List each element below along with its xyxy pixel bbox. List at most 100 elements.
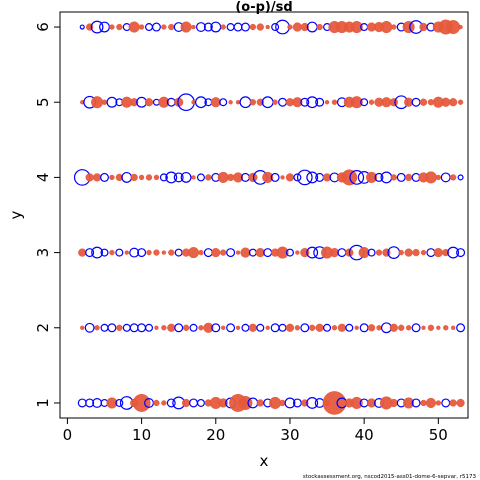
bubble-point xyxy=(375,249,383,256)
bubble-point xyxy=(248,323,257,332)
bubble-point xyxy=(129,323,139,333)
bubble-point xyxy=(151,22,161,32)
bubble-point xyxy=(94,325,100,331)
bubble-point xyxy=(359,323,369,333)
bubble-point xyxy=(443,325,449,331)
bubble-point xyxy=(189,398,199,408)
x-axis-title: x xyxy=(260,452,269,470)
bubble-point xyxy=(449,98,458,107)
bubble-point xyxy=(324,100,330,105)
bubble-point xyxy=(153,174,160,181)
bubble-point xyxy=(138,24,145,30)
bubble-point xyxy=(365,171,378,183)
bubble-point xyxy=(278,323,287,332)
bubble-point xyxy=(315,172,325,182)
bubble-point xyxy=(154,325,159,330)
bubble-point xyxy=(435,400,442,406)
bubble-point xyxy=(358,247,370,259)
bubble-point xyxy=(218,398,228,408)
bubble-point xyxy=(337,323,347,332)
bubble-point xyxy=(191,100,196,105)
bubble-point xyxy=(196,173,205,182)
bubble-point xyxy=(449,174,457,181)
bubble-point xyxy=(180,21,192,33)
bubble-point xyxy=(235,100,241,105)
bubble-point xyxy=(396,172,406,182)
bubble-point xyxy=(294,325,301,331)
bubble-point xyxy=(263,248,273,258)
y-tick-label: 5 xyxy=(34,97,52,107)
bubble-point xyxy=(292,97,303,108)
bubble-point xyxy=(121,171,133,183)
bubble-point xyxy=(85,248,95,258)
bubble-point xyxy=(425,397,437,409)
bubble-point xyxy=(211,247,221,258)
bubble-point xyxy=(322,173,332,182)
bubble-point xyxy=(109,24,115,30)
bubble-point xyxy=(78,248,87,257)
bubble-point xyxy=(269,396,282,410)
bubble-point xyxy=(265,24,270,30)
bubble-point xyxy=(329,247,340,258)
bubble-point xyxy=(101,99,108,105)
bubble-point xyxy=(270,172,280,182)
bubble-point xyxy=(129,247,140,258)
plot-frame xyxy=(59,11,469,419)
bubble-point xyxy=(368,99,375,105)
bubble-point xyxy=(389,323,398,332)
bubble-point xyxy=(300,323,310,333)
bubble-point xyxy=(226,23,235,32)
bubble-point xyxy=(449,399,457,407)
bubble-point xyxy=(249,23,257,31)
bubble-point xyxy=(350,396,363,410)
bubble-point xyxy=(456,323,466,333)
bubble-point xyxy=(173,172,184,183)
bubble-point xyxy=(306,246,319,259)
bubble-point xyxy=(426,248,436,258)
bubble-point xyxy=(420,249,427,256)
bubble-point xyxy=(174,248,183,257)
bubble-point xyxy=(323,323,332,332)
bubble-point xyxy=(301,399,309,407)
bubble-point xyxy=(203,22,213,32)
bubble-point xyxy=(276,246,289,259)
bubble-point xyxy=(217,171,229,183)
bubble-point xyxy=(220,325,226,330)
bubble-point xyxy=(235,250,241,255)
bubble-point xyxy=(210,97,221,108)
bubble-point xyxy=(366,398,377,408)
chart-title: (o-p)/sd xyxy=(235,0,292,15)
bubble-point xyxy=(100,248,109,257)
bubble-point xyxy=(420,399,427,407)
bubble-point xyxy=(441,97,451,107)
bubble-point xyxy=(240,22,250,32)
bubble-point xyxy=(220,249,227,256)
bubble-point xyxy=(128,21,140,33)
y-tick-label: 4 xyxy=(34,173,52,183)
x-tick-label: 50 xyxy=(429,426,448,444)
bubble-point xyxy=(322,391,347,415)
bubble-point xyxy=(284,397,296,409)
bubble-point xyxy=(109,174,115,181)
bubble-point xyxy=(300,97,310,107)
bubble-point xyxy=(182,324,190,331)
bubble-point xyxy=(309,324,316,331)
bubble-point xyxy=(79,24,85,30)
bubble-point xyxy=(167,323,176,332)
x-axis: 0 10 20 30 40 50 xyxy=(63,418,448,444)
x-tick-label: 10 xyxy=(132,426,151,444)
bubble-point xyxy=(92,173,102,182)
bubble-point xyxy=(91,96,104,109)
bubble-point xyxy=(168,23,175,31)
bubble-point xyxy=(331,325,338,331)
bubble-point xyxy=(116,324,123,331)
bubble-point xyxy=(447,246,460,259)
bubble-point xyxy=(411,97,421,107)
bubble-point xyxy=(195,96,207,109)
bubble-point xyxy=(436,325,441,330)
bubble-point xyxy=(180,171,192,183)
bubble-point xyxy=(130,98,139,107)
bubble-point xyxy=(235,325,241,330)
bubble-point xyxy=(272,99,278,105)
